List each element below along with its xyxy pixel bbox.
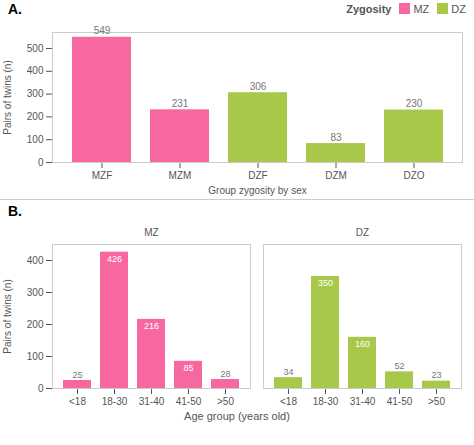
svg-text:216: 216 (144, 321, 159, 331)
svg-text:28: 28 (220, 369, 230, 379)
html-text:DZ: DZ (451, 3, 466, 15)
svg-text:160: 160 (355, 339, 370, 349)
svg-text:MZ: MZ (144, 227, 158, 238)
svg-text:31-40: 31-40 (350, 396, 376, 407)
svg-text:Pairs of twins (n): Pairs of twins (n) (2, 279, 13, 353)
svg-text:DZF: DZF (248, 170, 267, 181)
html-text:Zygosity: Zygosity (346, 3, 392, 15)
svg-text:MZM: MZM (169, 170, 192, 181)
svg-text:300: 300 (27, 287, 44, 298)
svg-text:231: 231 (172, 98, 189, 109)
svg-text:230: 230 (406, 98, 423, 109)
svg-text:41-50: 41-50 (387, 396, 413, 407)
svg-text:426: 426 (107, 254, 122, 264)
svg-text:DZO: DZO (403, 170, 424, 181)
svg-text:300: 300 (27, 88, 44, 99)
svg-text:500: 500 (27, 43, 44, 54)
svg-text:Pairs of twins (n): Pairs of twins (n) (2, 60, 13, 134)
svg-text:52: 52 (394, 361, 404, 371)
html-text:B.: B. (8, 203, 22, 219)
svg-text:31-40: 31-40 (139, 396, 165, 407)
html-text:Age group (years old): Age group (years old) (184, 410, 290, 422)
svg-text:100: 100 (27, 351, 44, 362)
svg-text:25: 25 (72, 370, 82, 380)
svg-text:41-50: 41-50 (176, 396, 202, 407)
svg-text:400: 400 (27, 65, 44, 76)
svg-text:23: 23 (431, 370, 441, 380)
svg-text:Group zygosity by sex: Group zygosity by sex (208, 185, 306, 196)
svg-text:<18: <18 (280, 396, 297, 407)
svg-text:>50: >50 (428, 396, 445, 407)
svg-text:DZ: DZ (356, 227, 369, 238)
html-text:MZ: MZ (413, 3, 430, 15)
svg-text:83: 83 (330, 132, 342, 143)
svg-text:400: 400 (27, 255, 44, 266)
svg-text:<18: <18 (69, 396, 86, 407)
svg-text:306: 306 (250, 81, 267, 92)
svg-text:200: 200 (27, 319, 44, 330)
svg-text:MZF: MZF (92, 170, 113, 181)
svg-text:200: 200 (27, 111, 44, 122)
svg-text:350: 350 (318, 278, 333, 288)
svg-text:0: 0 (38, 383, 44, 394)
svg-text:>50: >50 (217, 396, 234, 407)
svg-text:549: 549 (94, 25, 111, 36)
svg-text:85: 85 (183, 363, 193, 373)
svg-text:100: 100 (27, 134, 44, 145)
svg-text:DZM: DZM (325, 170, 347, 181)
html-text:A.: A. (8, 1, 22, 17)
svg-text:34: 34 (283, 367, 293, 377)
svg-text:18-30: 18-30 (102, 396, 128, 407)
svg-text:18-30: 18-30 (313, 396, 339, 407)
svg-text:0: 0 (38, 157, 44, 168)
